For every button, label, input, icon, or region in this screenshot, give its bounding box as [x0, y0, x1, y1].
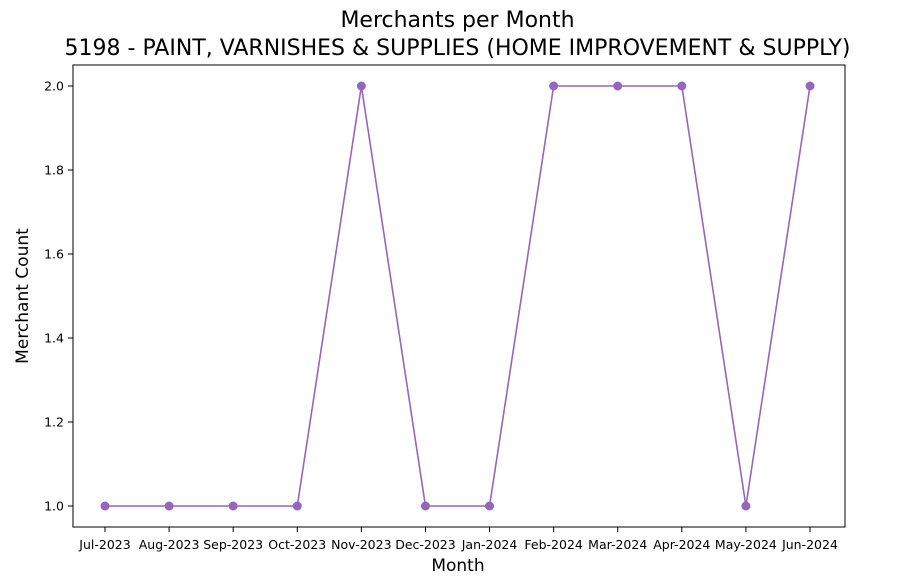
x-axis: Jul-2023 Aug-2023 Sep-2023 Oct-2023 Nov-2023… — [78, 527, 838, 552]
x-tick-label: Oct-2023 — [268, 537, 326, 552]
x-tick-label: Sep-2023 — [203, 537, 263, 552]
plot-area — [72, 64, 846, 528]
x-tick-label: Jan-2024 — [461, 537, 518, 552]
x-tick-label: Jul-2023 — [78, 537, 130, 552]
x-tick-label: May-2024 — [715, 537, 777, 552]
data-point — [613, 81, 623, 91]
y-tick-label: 1.0 — [44, 499, 64, 514]
data-point — [356, 81, 366, 91]
x-tick-label: Aug-2023 — [139, 537, 200, 552]
x-tick-label: Apr-2024 — [653, 537, 710, 552]
series-line — [105, 85, 811, 507]
series-layer — [100, 81, 815, 511]
chart-title: Merchants per Month — [340, 8, 575, 33]
y-tick-label: 1.8 — [44, 163, 64, 178]
data-point — [292, 501, 302, 511]
chart-subtitle: 5198 - PAINT, VARNISHES & SUPPLIES (HOME… — [64, 36, 851, 61]
data-point — [164, 501, 174, 511]
data-point — [485, 501, 495, 511]
y-tick-label: 1.4 — [44, 331, 64, 346]
x-tick-label: Dec-2023 — [395, 537, 456, 552]
x-axis-label: Month — [431, 556, 484, 576]
data-point — [677, 81, 687, 91]
x-tick-label: Feb-2024 — [524, 537, 583, 552]
data-point — [228, 501, 238, 511]
y-axis-label: Merchant Count — [13, 228, 33, 364]
data-point — [741, 501, 751, 511]
data-point — [805, 81, 815, 91]
data-point — [420, 501, 430, 511]
x-tick-label: Nov-2023 — [331, 537, 391, 552]
data-point — [100, 501, 110, 511]
y-tick-label: 1.6 — [44, 247, 64, 262]
y-tick-label: 2.0 — [44, 79, 64, 94]
x-tick-label: Jun-2024 — [781, 537, 838, 552]
y-axis: 1.0 1.2 1.4 1.6 1.8 2.0 — [44, 79, 73, 514]
x-tick-label: Mar-2024 — [588, 537, 647, 552]
data-point — [549, 81, 559, 91]
y-tick-label: 1.2 — [44, 415, 64, 430]
